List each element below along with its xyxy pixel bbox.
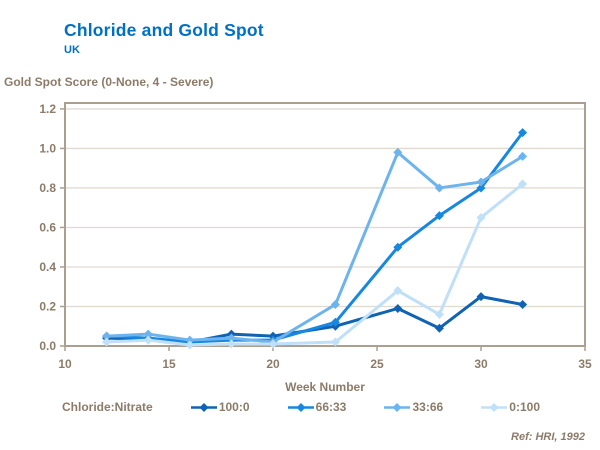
data-point-0:100	[330, 337, 340, 347]
series-line-66:33	[105, 131, 525, 344]
x-tick-label: 10	[58, 357, 72, 371]
data-point-0:100	[102, 337, 112, 347]
data-point-0:100	[268, 339, 278, 349]
data-point-33:66	[476, 177, 486, 187]
data-point-100:0	[393, 303, 403, 313]
page-subtitle: UK	[64, 44, 80, 56]
y-axis-caption: Gold Spot Score (0-None, 4 - Severe)	[4, 75, 214, 89]
legend-marker-icon	[384, 402, 411, 412]
y-tick-label: 0.8	[39, 181, 56, 195]
legend-item-66:33: 66:33	[287, 400, 347, 414]
data-point-33:66	[226, 333, 236, 343]
data-point-0:100	[143, 335, 153, 345]
legend-item-0:100: 0:100	[480, 400, 540, 414]
data-point-66:33	[518, 128, 528, 138]
x-tick-label: 35	[578, 357, 592, 371]
x-tick-label: 25	[370, 357, 384, 371]
x-tick-label: 30	[474, 357, 488, 371]
series-line-0:100	[105, 182, 525, 347]
data-point-100:0	[476, 292, 486, 302]
y-tick-label: 0.2	[39, 299, 56, 313]
legend: Chloride:Nitrate 100:0 66:33 33:66 0:100	[62, 400, 540, 414]
data-point-66:33	[434, 211, 444, 221]
data-point-100:0	[434, 323, 444, 333]
x-tick-label: 20	[266, 357, 280, 371]
reference-note: Ref: HRI, 1992	[511, 431, 585, 443]
legend-marker-icon	[481, 402, 508, 412]
data-point-0:100	[226, 339, 236, 349]
data-point-33:66	[143, 329, 153, 339]
y-tick-label: 0.4	[39, 260, 56, 274]
legend-marker-icon	[287, 402, 314, 412]
legend-item-33:66: 33:66	[383, 400, 443, 414]
x-tick-label: 15	[162, 357, 176, 371]
page-title: Chloride and Gold Spot	[64, 20, 264, 40]
y-tick-label: 0.0	[39, 339, 56, 353]
data-point-100:0	[518, 300, 528, 310]
legend-label: 0:100	[509, 400, 540, 414]
y-tick-label: 0.6	[39, 220, 56, 234]
legend-marker-icon	[190, 402, 217, 412]
data-point-33:66	[185, 335, 195, 345]
legend-title: Chloride:Nitrate	[62, 400, 153, 414]
data-point-0:100	[185, 340, 195, 350]
legend-label: 100:0	[218, 400, 250, 414]
data-point-33:66	[102, 331, 112, 341]
data-point-33:66	[330, 300, 340, 310]
plot-frame	[64, 102, 586, 347]
data-point-66:33	[393, 242, 403, 252]
data-point-33:66	[434, 183, 444, 193]
series-line-33:66	[105, 150, 525, 344]
data-point-0:100	[476, 213, 486, 223]
data-point-0:100	[393, 286, 403, 296]
y-tick-label: 1.0	[39, 141, 56, 155]
y-tick-label: 1.2	[39, 102, 56, 116]
data-point-33:66	[518, 151, 528, 161]
data-point-66:33	[476, 183, 486, 193]
data-point-0:100	[434, 309, 444, 319]
legend-label: 66:33	[315, 400, 347, 414]
data-point-66:33	[330, 317, 340, 327]
data-point-33:66	[393, 147, 403, 157]
data-point-0:100	[518, 179, 528, 189]
legend-label: 33:66	[412, 400, 444, 414]
x-axis-caption: Week Number	[285, 380, 365, 394]
series-line-100:0	[105, 295, 525, 344]
legend-item-100:0: 100:0	[190, 400, 250, 414]
